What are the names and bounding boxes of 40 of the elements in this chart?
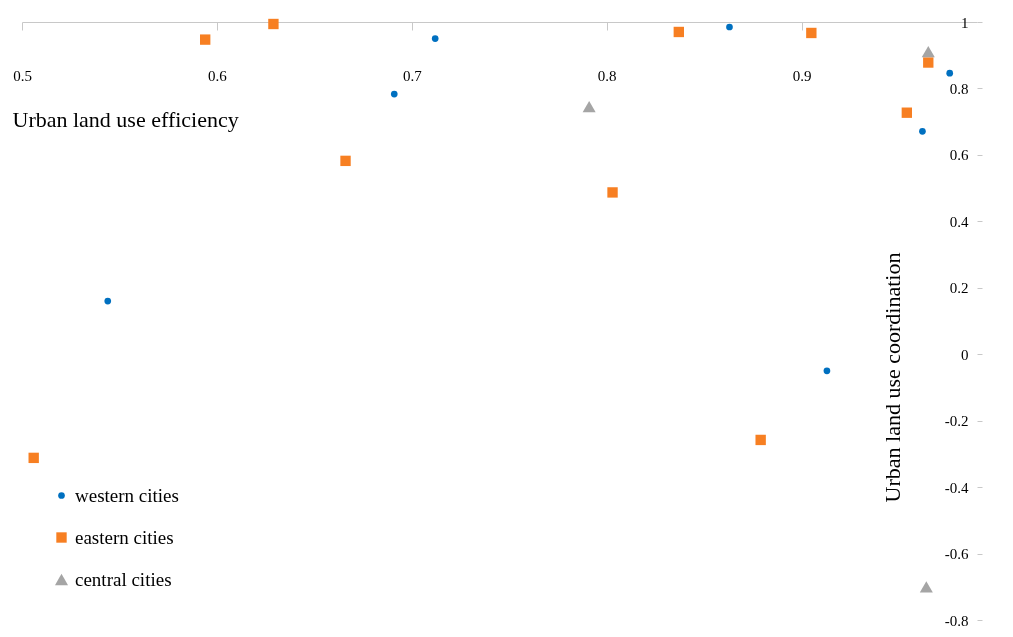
y-tick-label: -0.2 — [944, 413, 969, 430]
y-tick-label: 0 — [961, 346, 969, 363]
y-axis-title: Urban land use coordination — [879, 252, 905, 503]
point — [755, 434, 766, 446]
point — [340, 155, 351, 167]
point — [104, 297, 112, 305]
point — [607, 187, 618, 198]
legend-label: central cities — [75, 568, 172, 590]
point — [726, 23, 733, 31]
x-tick-label: 0.6 — [208, 67, 228, 84]
legend-label: eastern cities — [75, 526, 174, 548]
y-tick-label: 0.2 — [949, 280, 969, 297]
x-tick-label: 0.8 — [597, 67, 617, 84]
y-tick-label: 0.4 — [949, 213, 969, 230]
point — [390, 90, 398, 98]
point — [200, 34, 211, 45]
y-tick-label: -0.6 — [944, 546, 969, 563]
point — [268, 18, 279, 30]
x-axis-title: Urban land use efficiency — [12, 106, 239, 132]
point — [823, 367, 831, 375]
point — [582, 101, 596, 113]
point — [919, 581, 933, 593]
y-tick-label: -0.8 — [944, 612, 969, 629]
point — [919, 127, 926, 135]
x-tick-label: 0.5 — [13, 67, 32, 84]
legend-label: western cities — [75, 484, 179, 506]
point — [431, 35, 439, 42]
y-tick-label: 0.8 — [949, 80, 969, 97]
point — [923, 57, 934, 68]
y-tick-label: -0.4 — [944, 479, 969, 496]
y-tick-label: 1 — [961, 14, 969, 31]
point — [921, 45, 935, 58]
point — [946, 69, 954, 77]
y-tick-label: 0.6 — [949, 147, 969, 164]
x-tick-label: 0.7 — [402, 67, 423, 84]
x-tick-label: 0.9 — [792, 67, 812, 84]
point — [806, 27, 817, 39]
point — [28, 452, 39, 464]
point — [673, 26, 684, 38]
point — [901, 107, 913, 118]
